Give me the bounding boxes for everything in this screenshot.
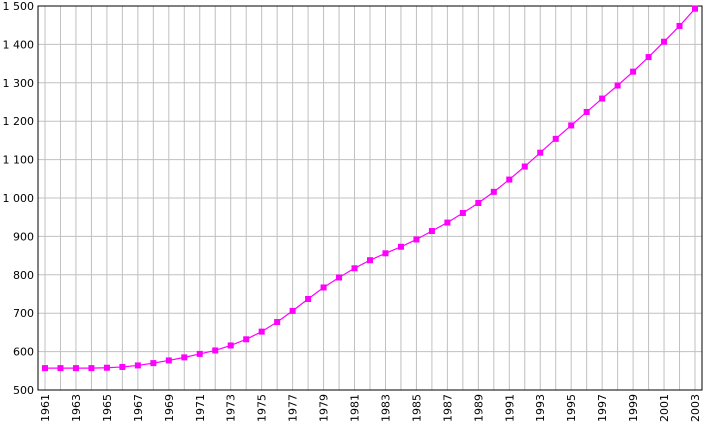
x-tick-label: 1975 <box>256 394 269 422</box>
data-point-marker <box>305 295 312 302</box>
data-point-marker <box>72 365 79 372</box>
data-point-marker <box>320 284 327 291</box>
x-tick-label: 1967 <box>132 394 145 422</box>
data-point-marker <box>367 257 373 264</box>
x-tick-label: 1991 <box>503 394 516 422</box>
x-tick-label: 1985 <box>410 394 423 422</box>
data-point-marker <box>181 354 188 361</box>
x-tick-label: 1979 <box>318 394 331 422</box>
x-tick-label: 1961 <box>39 394 52 422</box>
x-tick-label: 1999 <box>627 394 640 422</box>
axes <box>37 5 703 391</box>
data-point-marker <box>119 363 126 370</box>
data-point-marker <box>397 243 404 250</box>
data-point-marker <box>599 95 606 102</box>
data-point-marker <box>490 188 497 195</box>
data-point-marker <box>413 236 420 243</box>
data-point-marker <box>212 347 219 354</box>
data-point-marker <box>88 365 95 372</box>
x-tick-label: 1997 <box>596 394 609 422</box>
y-tick-label: 1 000 <box>3 192 35 205</box>
data-point-marker <box>243 336 250 343</box>
data-point-marker <box>459 209 466 216</box>
data-point-marker <box>196 350 203 357</box>
data-point-marker <box>645 54 652 61</box>
y-tick-label: 700 <box>13 307 34 320</box>
y-tick-label: 1 300 <box>3 77 35 90</box>
data-point-marker <box>165 357 172 364</box>
data-point-marker <box>583 108 590 115</box>
data-point-marker <box>351 265 358 272</box>
series <box>42 5 698 372</box>
x-tick-label: 1987 <box>441 394 454 422</box>
data-point-marker <box>258 328 265 335</box>
y-tick-label: 1 200 <box>3 115 35 128</box>
y-tick-label: 600 <box>13 346 34 359</box>
y-tick-label: 1 100 <box>3 154 35 167</box>
data-point-marker <box>475 199 482 206</box>
data-point-marker <box>42 365 48 372</box>
y-tick-label: 900 <box>13 230 34 243</box>
data-point-marker <box>521 163 528 170</box>
x-tick-label: 1973 <box>225 394 238 422</box>
data-point-marker <box>150 360 157 367</box>
data-point-marker <box>537 149 544 156</box>
x-tick-label: 1995 <box>565 394 578 422</box>
data-point-marker <box>661 38 668 45</box>
data-point-marker <box>103 364 110 371</box>
data-point-marker <box>289 307 296 314</box>
data-point-marker <box>57 365 64 372</box>
x-tick-labels: 1961 1963 1965 1967 1969 1971 1973 1975 1977 1979… <box>39 394 702 422</box>
x-tick-label: 1965 <box>101 394 114 422</box>
grid-lines <box>38 5 702 391</box>
data-point-marker <box>444 219 451 226</box>
data-point-marker <box>568 122 575 129</box>
data-point-marker <box>274 319 281 326</box>
y-tick-labels: 500 600 700 800 900 1 000 1 100 1 200 1 300 1 400… <box>3 0 35 397</box>
data-point-marker <box>630 68 637 75</box>
x-tick-label: 1969 <box>163 394 176 422</box>
x-tick-label: 1983 <box>379 394 392 422</box>
y-tick-label: 500 <box>13 384 34 397</box>
data-point-marker <box>676 22 683 29</box>
data-point-marker <box>692 5 698 12</box>
x-tick-label: 1963 <box>70 394 83 422</box>
data-point-marker <box>134 362 141 369</box>
data-point-marker <box>382 250 389 257</box>
data-point-marker <box>614 82 621 89</box>
x-tick-label: 1989 <box>472 394 485 422</box>
data-point-marker <box>428 228 435 235</box>
x-tick-label: 1981 <box>349 394 362 422</box>
x-tick-label: 2003 <box>689 394 702 422</box>
y-tick-label: 800 <box>13 269 34 282</box>
data-point-marker <box>506 176 513 183</box>
x-tick-label: 1971 <box>194 394 207 422</box>
x-tick-label: 2001 <box>658 394 671 422</box>
y-tick-label: 1 500 <box>3 0 35 13</box>
x-tick-label: 1977 <box>287 394 300 422</box>
y-tick-label: 1 400 <box>3 38 35 51</box>
plot-frame <box>37 5 703 391</box>
data-point-marker <box>336 274 343 281</box>
data-point-marker <box>227 342 234 349</box>
x-tick-label: 1993 <box>534 394 547 422</box>
data-point-marker <box>552 135 559 142</box>
